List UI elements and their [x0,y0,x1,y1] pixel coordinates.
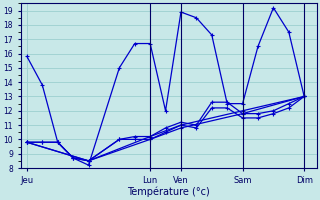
X-axis label: Température (°c): Température (°c) [127,186,210,197]
